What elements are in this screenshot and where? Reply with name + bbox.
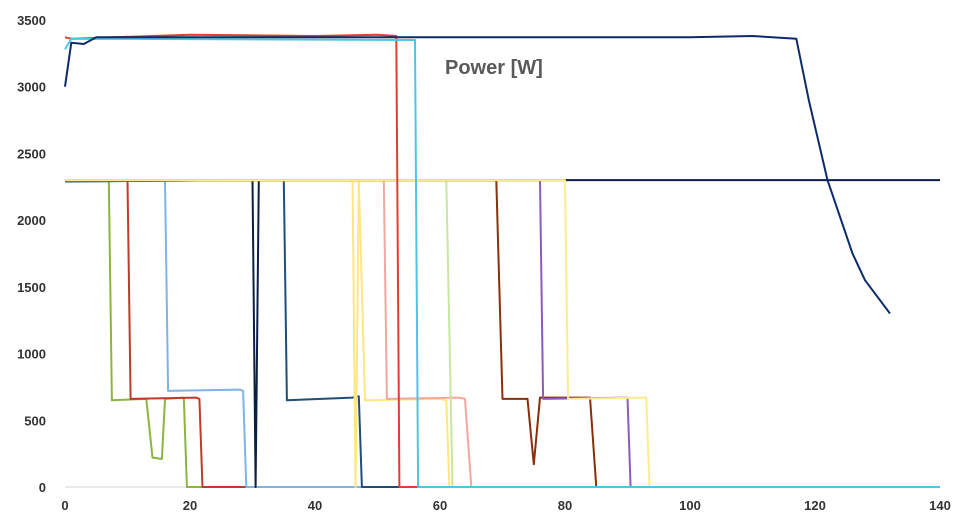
series-line-3 (65, 179, 940, 488)
series-line-5 (64, 179, 940, 488)
series-line-8 (65, 179, 940, 488)
series-line-4 (64, 179, 940, 488)
series-line-6 (65, 179, 940, 488)
series-line-11 (65, 179, 940, 488)
y-tick-label: 3000 (17, 80, 46, 95)
x-tick-label: 80 (558, 498, 572, 513)
x-tick-label: 40 (308, 498, 322, 513)
x-tick-label: 120 (804, 498, 826, 513)
series-line-10 (65, 179, 940, 488)
x-tick-label: 100 (679, 498, 701, 513)
x-tick-label: 0 (61, 498, 68, 513)
series-line-14 (64, 35, 891, 315)
series-line-2 (65, 179, 940, 488)
series-line-13 (64, 37, 940, 488)
y-tick-label: 500 (24, 413, 46, 428)
series-line-1 (65, 179, 940, 488)
y-tick-label: 2000 (17, 213, 46, 228)
y-tick-label: 0 (39, 480, 46, 495)
y-tick-label: 1000 (17, 347, 46, 362)
y-tick-label: 1500 (17, 280, 46, 295)
series-line-9 (65, 179, 940, 488)
x-tick-label: 20 (183, 498, 197, 513)
y-tick-label: 3500 (17, 13, 46, 28)
chart-title: Power [W] (445, 57, 543, 79)
x-tick-label: 60 (433, 498, 447, 513)
y-tick-label: 2500 (17, 146, 46, 161)
x-tick-label: 140 (929, 498, 951, 513)
series-line-7 (65, 179, 940, 488)
